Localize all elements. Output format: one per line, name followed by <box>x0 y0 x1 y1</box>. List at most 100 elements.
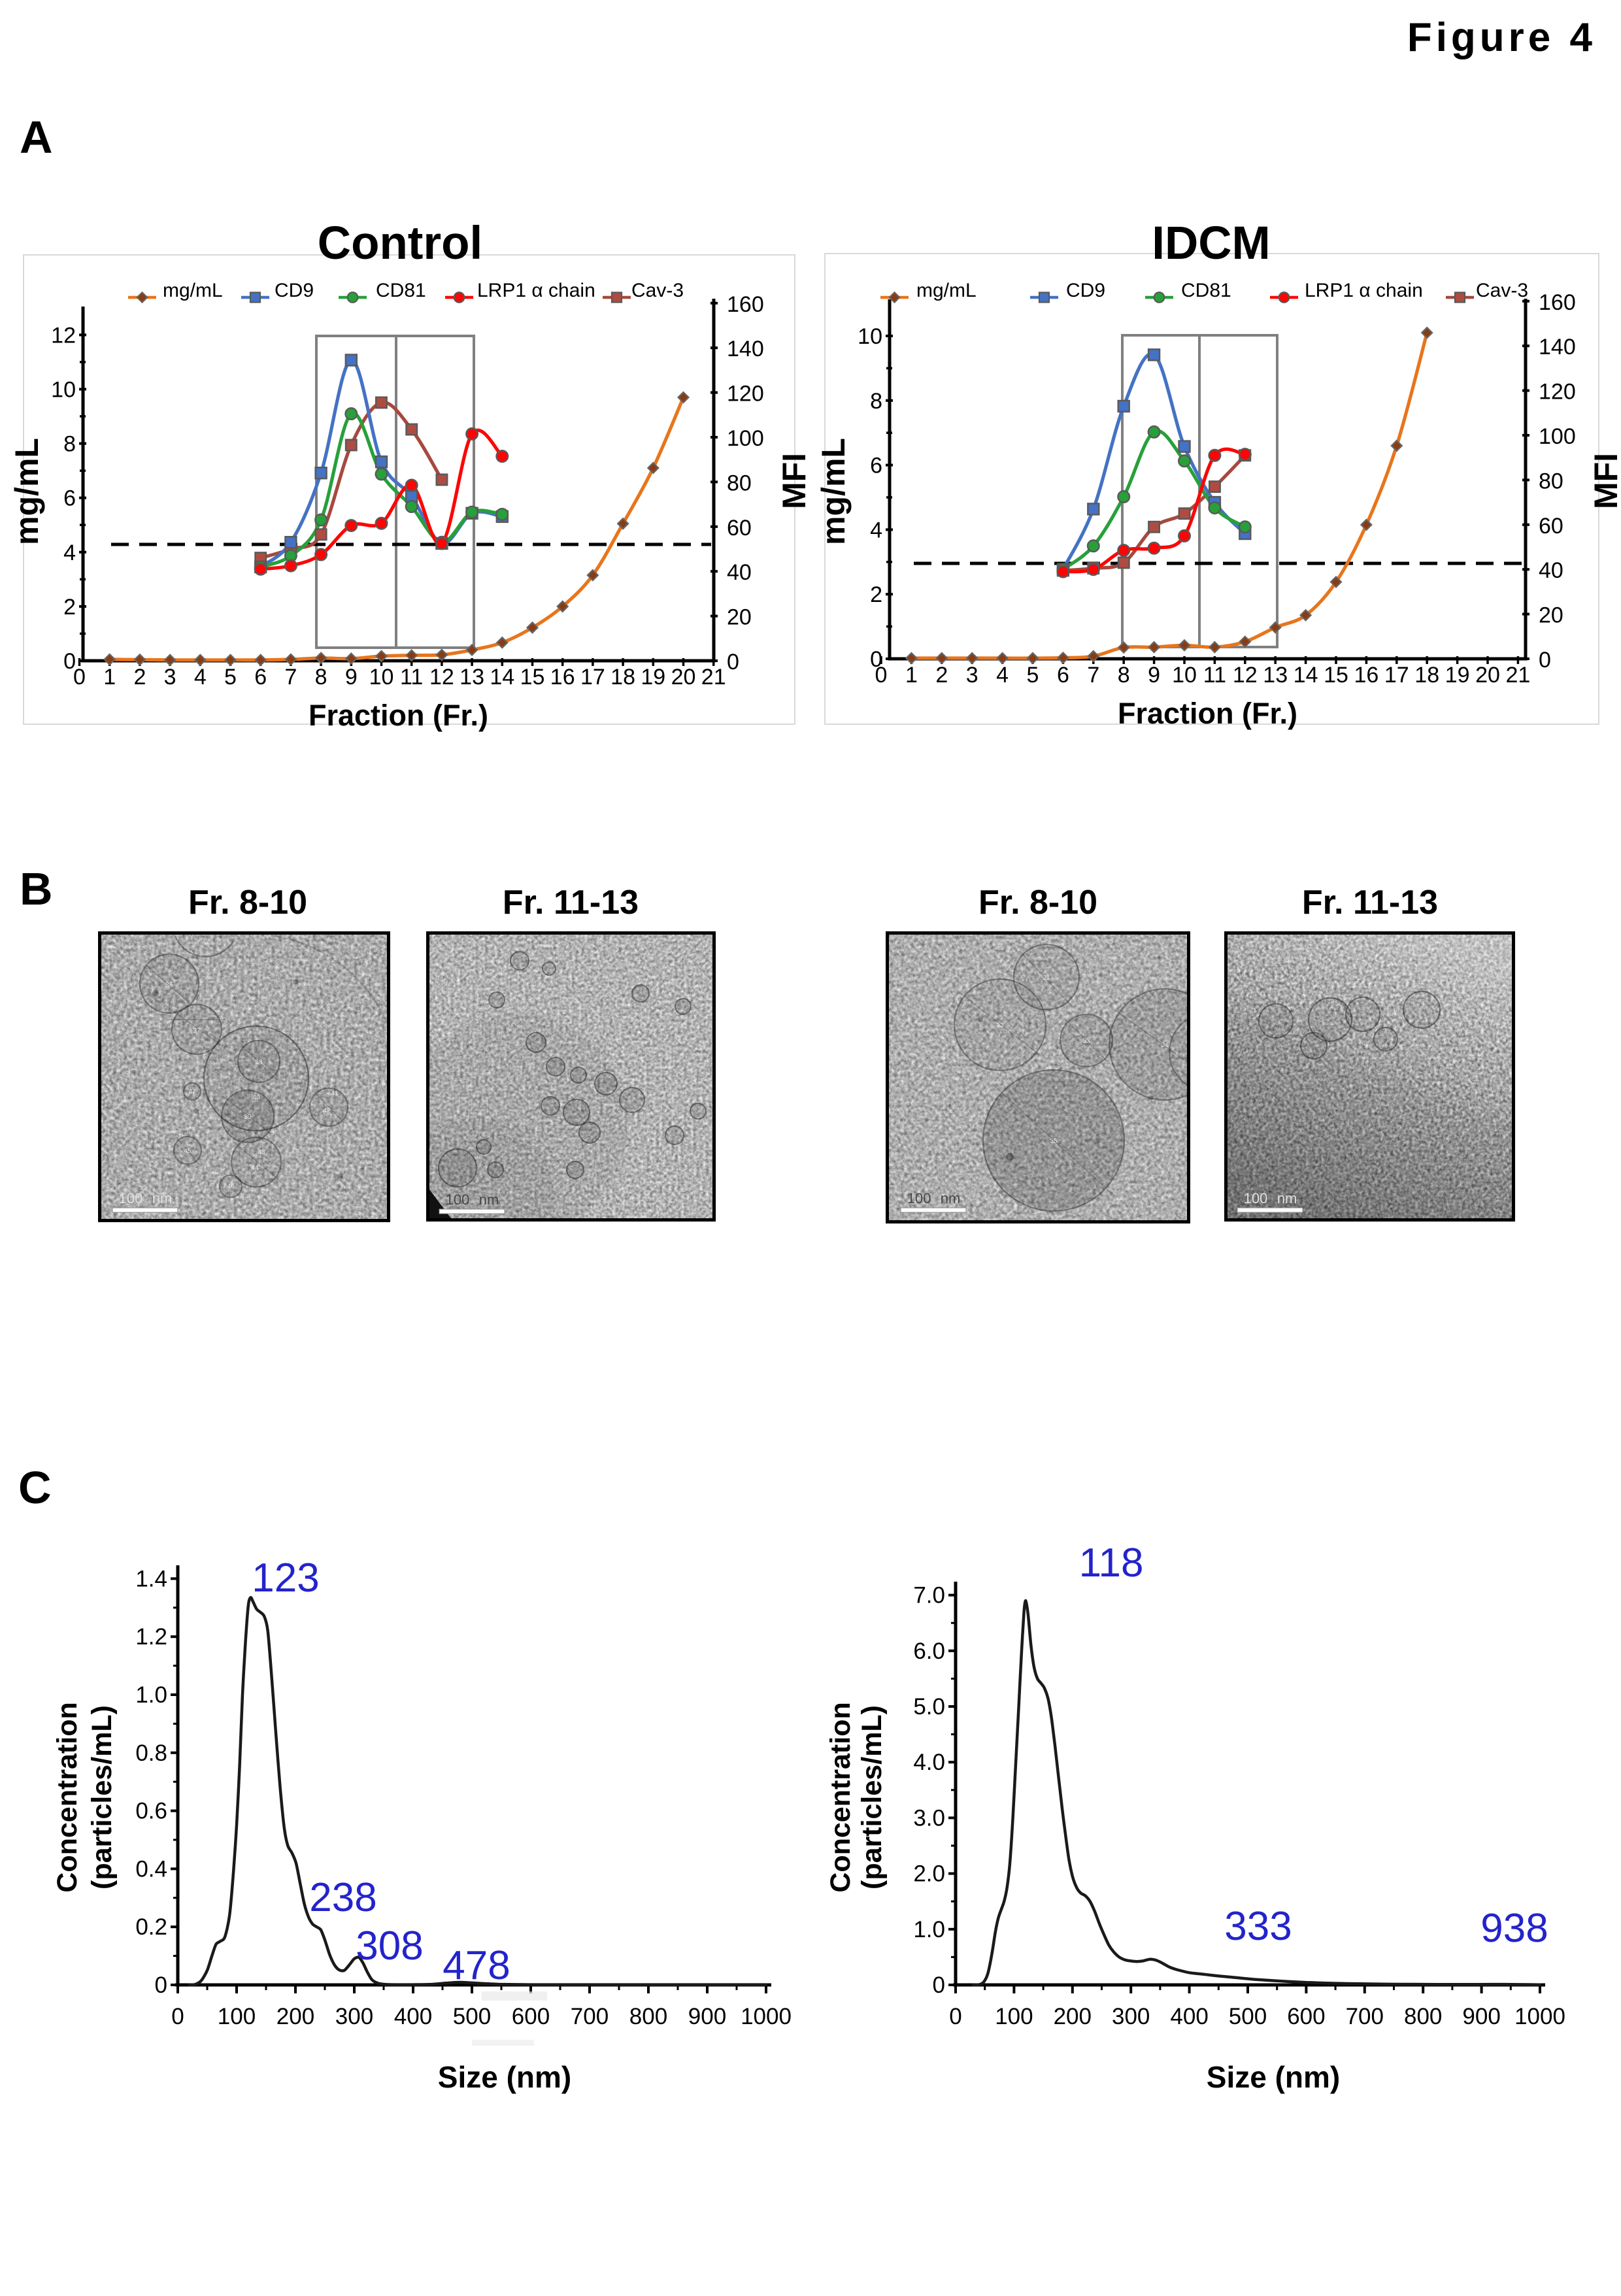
svg-text:A: A <box>20 112 53 163</box>
svg-text:Figure 4: Figure 4 <box>1407 15 1596 60</box>
svg-text:IDCM: IDCM <box>1152 218 1270 269</box>
svg-text:14: 14 <box>490 665 514 690</box>
svg-text:17: 17 <box>580 665 605 690</box>
svg-text:0: 0 <box>875 663 888 688</box>
svg-text:0.4: 0.4 <box>135 1856 167 1882</box>
svg-text:9: 9 <box>345 665 358 690</box>
svg-text:1: 1 <box>103 665 116 690</box>
svg-text:4: 4 <box>63 541 76 565</box>
svg-text:31: 31 <box>1043 974 1050 982</box>
svg-text:LRP1 α chain: LRP1 α chain <box>1305 280 1423 301</box>
svg-text:42: 42 <box>323 1107 331 1114</box>
svg-text:100: 100 <box>727 426 764 451</box>
svg-text:333: 333 <box>1224 1904 1292 1949</box>
svg-text:4: 4 <box>870 518 882 542</box>
svg-text:Fr. 11-13: Fr. 11-13 <box>503 884 639 922</box>
svg-text:400: 400 <box>394 2004 432 2029</box>
svg-text:MFI: MFI <box>1588 453 1621 509</box>
svg-text:16: 16 <box>1354 663 1379 688</box>
svg-text:8: 8 <box>870 389 882 414</box>
svg-text:12: 12 <box>51 323 76 348</box>
svg-text:308: 308 <box>356 1923 423 1969</box>
svg-text:(particles/mL): (particles/mL) <box>856 1705 888 1889</box>
svg-text:20: 20 <box>671 665 696 690</box>
svg-text:100: 100 <box>119 1190 143 1206</box>
svg-text:100: 100 <box>446 1191 470 1208</box>
svg-text:1.4: 1.4 <box>135 1566 167 1591</box>
svg-text:6: 6 <box>254 665 267 690</box>
svg-text:41: 41 <box>331 1090 339 1097</box>
svg-text:34: 34 <box>1161 1042 1169 1049</box>
svg-text:0: 0 <box>870 647 882 672</box>
svg-text:120: 120 <box>1539 380 1576 405</box>
svg-text:20: 20 <box>727 605 752 630</box>
svg-text:5: 5 <box>224 665 237 690</box>
svg-text:32: 32 <box>996 1022 1004 1029</box>
svg-text:36: 36 <box>165 982 173 989</box>
svg-text:800: 800 <box>1404 2004 1442 2029</box>
svg-text:13: 13 <box>1263 663 1288 688</box>
svg-text:3: 3 <box>164 665 176 690</box>
svg-text:0: 0 <box>155 1972 167 1998</box>
svg-text:100: 100 <box>1244 1190 1268 1206</box>
svg-text:Fr. 8-10: Fr. 8-10 <box>978 884 1097 922</box>
svg-text:17: 17 <box>1384 663 1409 688</box>
svg-text:2.0: 2.0 <box>913 1861 945 1887</box>
svg-text:10: 10 <box>369 665 394 690</box>
svg-text:19: 19 <box>1445 663 1470 688</box>
svg-text:900: 900 <box>1462 2004 1500 2029</box>
svg-text:1000: 1000 <box>1514 2004 1565 2029</box>
svg-text:8: 8 <box>315 665 327 690</box>
svg-text:1.2: 1.2 <box>135 1624 167 1650</box>
svg-text:18: 18 <box>610 665 635 690</box>
svg-text:0: 0 <box>933 1972 945 1998</box>
svg-text:100: 100 <box>995 2004 1033 2029</box>
svg-text:Cav-3: Cav-3 <box>631 280 684 301</box>
svg-text:20: 20 <box>1539 603 1563 628</box>
svg-text:CD9: CD9 <box>275 280 314 301</box>
svg-text:0: 0 <box>73 665 86 690</box>
svg-text:200: 200 <box>276 2004 314 2029</box>
svg-text:Fraction (Fr.): Fraction (Fr.) <box>309 699 488 732</box>
svg-text:12: 12 <box>1233 663 1258 688</box>
svg-text:140: 140 <box>727 337 764 361</box>
svg-text:100: 100 <box>218 2004 256 2029</box>
svg-text:CD81: CD81 <box>376 280 426 301</box>
svg-text:80: 80 <box>1539 469 1563 493</box>
svg-text:40: 40 <box>252 1094 260 1101</box>
svg-text:4: 4 <box>996 663 1009 688</box>
svg-text:0: 0 <box>1539 648 1551 673</box>
svg-text:10: 10 <box>1172 663 1197 688</box>
svg-text:Fraction (Fr.): Fraction (Fr.) <box>1118 697 1297 730</box>
svg-text:100: 100 <box>907 1190 931 1206</box>
svg-text:100: 100 <box>1539 424 1576 449</box>
svg-text:0.2: 0.2 <box>135 1914 167 1940</box>
svg-text:2: 2 <box>133 665 146 690</box>
svg-text:3.0: 3.0 <box>913 1805 945 1831</box>
svg-text:35: 35 <box>1050 1138 1058 1145</box>
svg-text:mg/mL: mg/mL <box>916 280 977 301</box>
svg-text:B: B <box>20 863 53 914</box>
svg-text:0: 0 <box>63 649 76 674</box>
svg-text:44: 44 <box>251 1165 259 1172</box>
svg-text:15: 15 <box>520 665 545 690</box>
svg-text:118: 118 <box>1079 1540 1144 1586</box>
svg-text:0: 0 <box>727 650 739 674</box>
svg-text:Cav-3: Cav-3 <box>1476 280 1528 301</box>
svg-text:7: 7 <box>1087 663 1099 688</box>
svg-text:Fr. 11-13: Fr. 11-13 <box>1302 884 1438 922</box>
svg-text:MFI: MFI <box>776 453 812 509</box>
svg-text:LRP1 α chain: LRP1 α chain <box>477 280 595 301</box>
svg-text:3: 3 <box>966 663 978 688</box>
svg-text:938: 938 <box>1480 1906 1548 1951</box>
svg-text:2: 2 <box>935 663 948 688</box>
svg-text:900: 900 <box>688 2004 726 2029</box>
svg-text:nm: nm <box>1277 1190 1297 1206</box>
svg-text:60: 60 <box>727 516 752 541</box>
svg-text:1.0: 1.0 <box>135 1682 167 1708</box>
svg-text:0.8: 0.8 <box>135 1740 167 1766</box>
svg-text:7.0: 7.0 <box>913 1583 945 1608</box>
svg-text:43: 43 <box>258 1149 265 1156</box>
svg-text:10: 10 <box>858 324 882 349</box>
svg-text:nm: nm <box>941 1190 961 1206</box>
